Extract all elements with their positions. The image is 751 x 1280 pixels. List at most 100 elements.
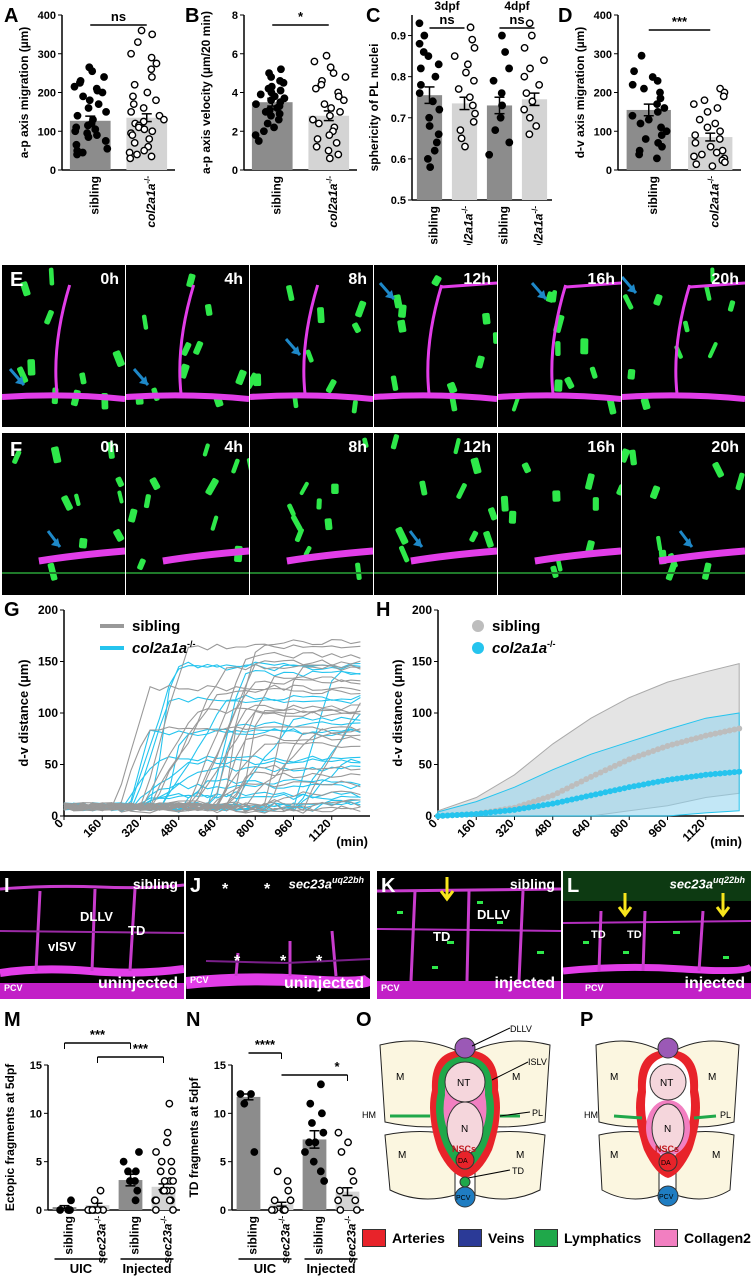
lymphatic-cell (181, 342, 192, 356)
timelapse-frame: 20h (622, 265, 745, 427)
data-point (496, 113, 505, 122)
data-point (283, 1177, 292, 1185)
legend-label: Collagen2a1a (684, 1230, 751, 1246)
lymphatic-cell (324, 518, 333, 531)
x-tick-label: 640 (195, 816, 219, 840)
category-label: sibling (62, 1216, 76, 1255)
legend-label: sibling (492, 618, 540, 635)
label-dllv-i: DLLV (80, 909, 113, 924)
data-point (703, 107, 712, 116)
timelapse-frame: 12h (374, 433, 497, 595)
data-point (334, 150, 343, 159)
label-td-i: TD (128, 923, 146, 938)
lymphatic-cell (398, 304, 407, 318)
data-point (251, 131, 260, 140)
star-j-4: * (280, 953, 287, 970)
mean-point (592, 771, 599, 778)
lymphatic-cell (352, 322, 361, 334)
mean-point (693, 773, 700, 780)
lymphatic-cell (51, 446, 62, 464)
y-tick-label: 5 (36, 1157, 42, 1169)
label-n-p: N (664, 1124, 671, 1135)
mean-point (578, 794, 585, 801)
mean-point (726, 769, 733, 776)
y-tick-label: 0 (606, 165, 612, 177)
mean-point (602, 789, 609, 796)
x-tick-label: 1120 (680, 816, 709, 845)
data-point (468, 101, 477, 110)
mean-point (611, 762, 618, 769)
mean-point (530, 803, 537, 810)
mean-point (717, 770, 724, 777)
data-point (520, 43, 529, 52)
label-sec23a-j: sec23auq22bh (288, 875, 364, 892)
data-point (471, 109, 479, 118)
category-label: sec23a-/- (344, 1216, 359, 1264)
timelapse-frame: 20h (622, 433, 745, 595)
mean-point (554, 790, 561, 797)
lymphatic-cell (44, 309, 54, 325)
mean-point (731, 726, 738, 733)
vessel (250, 392, 373, 402)
data-point (119, 1157, 128, 1166)
mean-point (535, 797, 542, 804)
timepoint-label: 8h (348, 439, 367, 456)
y-tick-label: 400 (38, 10, 56, 22)
mean-point (736, 725, 743, 732)
data-point (133, 1186, 142, 1195)
category-label: col2a1a-/- (461, 206, 476, 245)
vessel (2, 392, 125, 402)
data-point (311, 84, 320, 93)
lymphatic-cell (727, 300, 736, 312)
mean-point (540, 802, 547, 809)
mean-point (678, 775, 685, 782)
data-point (540, 56, 548, 65)
x-tick-label: 640 (569, 816, 593, 840)
chart-a: 0 100 200 300 400 a-p axis migration (µm) sibl… (17, 9, 175, 228)
y-tick-label: 8 (232, 10, 238, 22)
mean-point (487, 809, 494, 816)
bar (451, 103, 478, 200)
x-tick-label: 480 (157, 816, 181, 840)
data-point (691, 131, 700, 140)
panel-label-i: I (4, 875, 10, 897)
data-point (100, 73, 108, 81)
label-nscs-p: NSCs (655, 1144, 679, 1154)
lymphatic-cell (470, 457, 482, 475)
data-point (326, 63, 335, 72)
mean-point (631, 754, 638, 761)
data-point (148, 30, 157, 39)
data-point (152, 1196, 161, 1205)
label-nt-o: NT (457, 1078, 470, 1089)
x-tick-label: 160 (80, 816, 104, 840)
lymphatic-cell (488, 507, 497, 521)
mean-point (592, 791, 599, 798)
data-point (334, 1128, 343, 1137)
x-tick-label: 160 (454, 816, 478, 840)
data-point (306, 1099, 315, 1108)
category-label: col2a1a-/- (706, 176, 721, 228)
data-point (324, 146, 333, 155)
data-point (498, 101, 506, 110)
panel-label-n: N (186, 1009, 201, 1031)
micrograph-i: sibling DLLV vISV TD PCV uninjected (0, 871, 184, 999)
legend-swatch (362, 1229, 386, 1247)
vessel (498, 392, 621, 402)
x-tick-label: 480 (531, 816, 555, 840)
label-m-p-2: M (708, 1072, 716, 1083)
data-point (147, 152, 156, 161)
lymphatic-cell (287, 503, 296, 517)
data-point (267, 96, 276, 105)
lymphatic-cell (585, 473, 595, 490)
data-point (339, 96, 348, 105)
y-tick-label: 4 (232, 88, 239, 100)
label-da-p: DA (661, 1160, 671, 1167)
lymphatic-cell (351, 400, 358, 414)
mean-point (683, 737, 690, 744)
lymphatic-cell (398, 545, 410, 563)
x-tick-label: 960 (646, 816, 670, 840)
category-label: col2a1a-/- (325, 176, 340, 228)
lymphatic-cell (305, 349, 314, 363)
label-pl-p: PL (720, 1110, 731, 1120)
trace-line (63, 661, 361, 812)
